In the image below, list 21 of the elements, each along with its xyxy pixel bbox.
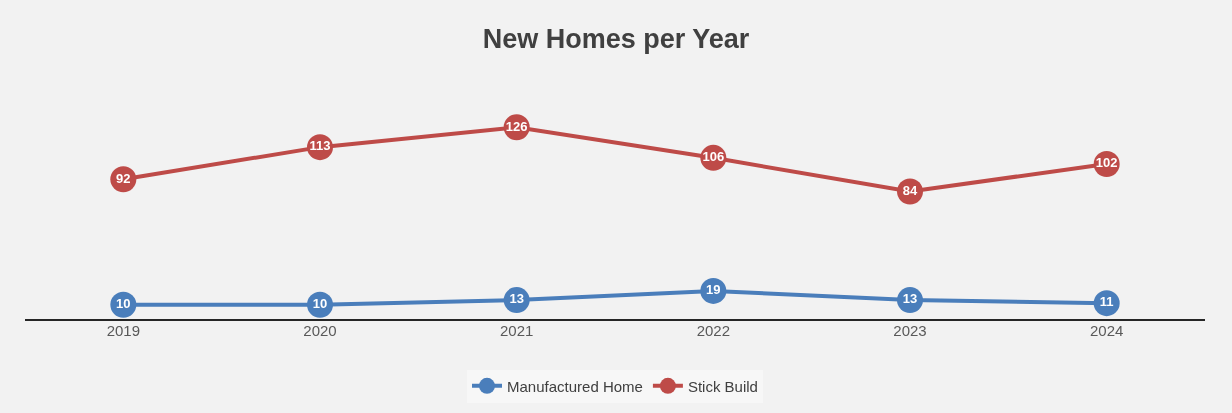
data-label: 126 xyxy=(505,118,528,134)
data-label: 106 xyxy=(702,149,725,165)
data-label: 84 xyxy=(902,182,918,198)
data-label: 19 xyxy=(706,282,721,298)
data-label: 13 xyxy=(509,291,524,307)
x-tick-label: 2021 xyxy=(499,322,534,339)
legend-label: Stick Build xyxy=(687,377,758,395)
data-label: 102 xyxy=(1095,155,1118,171)
chart-title: New Homes per Year xyxy=(482,23,750,54)
x-tick-label: 2023 xyxy=(893,322,927,339)
x-tick-label: 2019 xyxy=(106,322,141,339)
data-label: 13 xyxy=(902,291,918,307)
data-label: 92 xyxy=(116,170,131,186)
x-tick-label: 2024 xyxy=(1089,322,1124,339)
legend-label: Manufactured Home xyxy=(507,377,643,395)
data-label: 113 xyxy=(309,138,331,154)
data-label: 10 xyxy=(312,295,328,311)
data-label: 10 xyxy=(116,295,131,311)
data-label: 11 xyxy=(1099,294,1114,310)
x-tick-label: 2022 xyxy=(696,322,731,339)
x-tick-label: 2020 xyxy=(303,322,337,339)
